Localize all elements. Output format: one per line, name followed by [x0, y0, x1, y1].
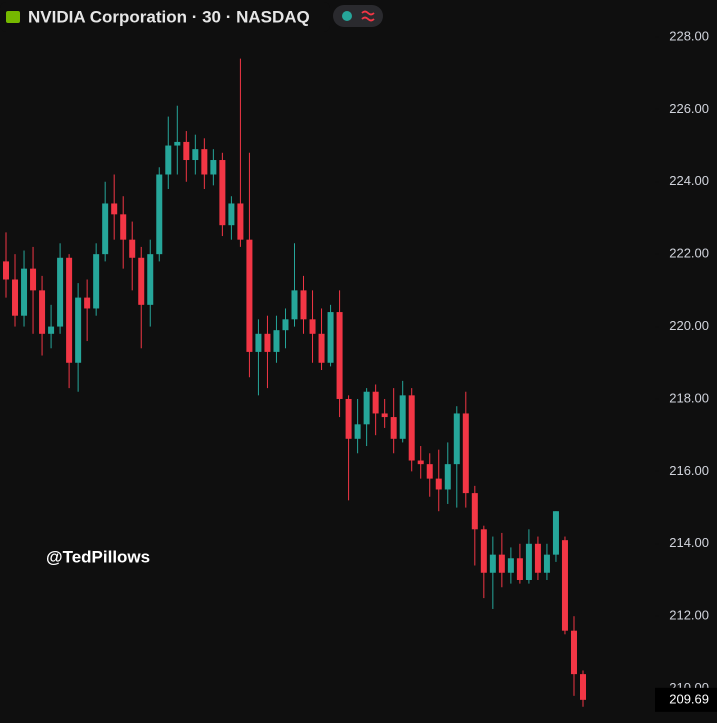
candle-body [282, 319, 289, 331]
candle-body [48, 326, 55, 334]
candle-body [66, 257, 73, 363]
candle-body [57, 257, 64, 327]
candle-body [525, 543, 532, 580]
candle-body [462, 413, 469, 494]
chart-title: NVIDIA Corporation · 30 · NASDAQ [28, 7, 310, 26]
candle-body [390, 417, 397, 439]
candle-body [255, 333, 262, 352]
last-price-label: 209.69 [669, 691, 709, 706]
y-tick-label: 216.00 [669, 463, 709, 478]
candle-body [552, 511, 559, 555]
candle-body [507, 558, 514, 573]
y-tick-label: 220.00 [669, 318, 709, 333]
candle-body [93, 254, 100, 309]
candle-body [201, 149, 208, 175]
candle-body [192, 149, 199, 161]
y-tick-label: 222.00 [669, 246, 709, 261]
candle-body [102, 203, 109, 255]
candle-body [354, 424, 361, 439]
title-bar [0, 2, 330, 32]
candle-body [228, 203, 235, 226]
logo [6, 11, 20, 23]
candle-body [453, 413, 460, 465]
candle-body [300, 290, 307, 320]
y-tick-label: 228.00 [669, 28, 709, 43]
candle-body [399, 395, 406, 439]
candle-body [120, 214, 127, 240]
candle-body [408, 395, 415, 461]
candle-body [498, 554, 505, 573]
y-tick-label: 218.00 [669, 390, 709, 405]
candle-body [489, 554, 496, 573]
candle-body [345, 398, 352, 439]
data-icon [361, 10, 375, 22]
candle-body [444, 464, 451, 490]
watermark: @TedPillows [46, 547, 150, 566]
candle-body [318, 333, 325, 363]
candle-body [327, 312, 334, 363]
y-tick-label: 226.00 [669, 101, 709, 116]
candle-body [174, 141, 181, 146]
last-price-box [655, 687, 717, 712]
candle-body [570, 630, 577, 675]
y-tick-label: 214.00 [669, 535, 709, 550]
y-tick-label: 224.00 [669, 173, 709, 188]
candle-body [129, 239, 136, 258]
candle-body [543, 554, 550, 573]
candle-body [363, 391, 370, 425]
candle-body [138, 257, 145, 305]
candle-body [111, 203, 118, 215]
candle-body [12, 279, 19, 316]
candle-body [30, 268, 37, 291]
candle-body [237, 203, 244, 240]
candles [3, 58, 586, 707]
candle-body [372, 391, 379, 414]
candle-body [471, 493, 478, 530]
candle-body [435, 478, 442, 490]
candle-body [210, 160, 217, 175]
candle-body [147, 254, 154, 305]
candle-body [309, 319, 316, 334]
candle-body [417, 460, 424, 465]
candle-body [291, 290, 298, 320]
y-tick-label: 212.00 [669, 608, 709, 623]
candle-body [336, 312, 343, 399]
candle-body [580, 674, 586, 700]
candle-body [561, 540, 568, 631]
candle-body [21, 268, 28, 316]
candle-body [165, 145, 172, 175]
candle-body [84, 297, 91, 309]
candle-body [156, 174, 163, 255]
candle-body [534, 543, 541, 573]
candle-body [39, 290, 46, 334]
candle-body [3, 261, 9, 280]
candle-body [516, 558, 523, 580]
candle-body [246, 239, 253, 352]
candle-body [426, 464, 433, 479]
status-pill[interactable] [333, 5, 383, 27]
candle-body [480, 529, 487, 573]
candle-body [75, 297, 82, 363]
candle-body [381, 413, 388, 418]
candle-body [219, 160, 226, 226]
candle-body [273, 330, 280, 352]
market-status [342, 11, 352, 21]
candle-body [264, 333, 271, 352]
candle-body [183, 141, 190, 161]
